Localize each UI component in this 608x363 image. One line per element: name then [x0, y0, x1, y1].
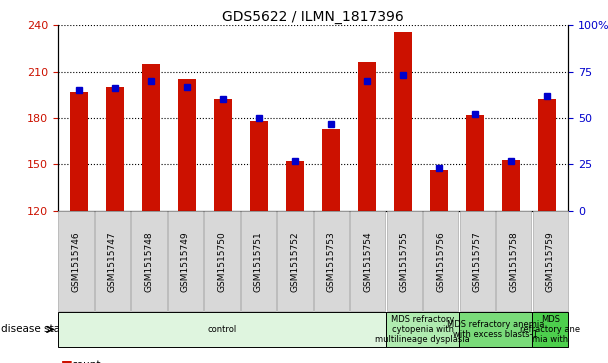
- Bar: [106, 87, 124, 211]
- Text: ■: ■: [61, 358, 72, 363]
- Text: GSM1515747: GSM1515747: [108, 231, 117, 292]
- Text: GSM1515757: GSM1515757: [473, 231, 482, 292]
- Bar: [142, 64, 161, 211]
- Text: GSM1515755: GSM1515755: [400, 231, 409, 292]
- Bar: [538, 99, 556, 211]
- Text: GSM1515750: GSM1515750: [218, 231, 226, 292]
- Bar: [71, 92, 88, 211]
- Text: GSM1515748: GSM1515748: [145, 231, 153, 292]
- Text: GSM1515753: GSM1515753: [327, 231, 336, 292]
- Text: MDS refractory
cytopenia with
multilineage dysplasia: MDS refractory cytopenia with multilinea…: [375, 314, 470, 344]
- Bar: [178, 79, 196, 211]
- Bar: [214, 99, 232, 211]
- Text: GSM1515759: GSM1515759: [546, 231, 554, 292]
- Bar: [358, 62, 376, 211]
- Text: GSM1515751: GSM1515751: [254, 231, 263, 292]
- Bar: [502, 160, 520, 211]
- Bar: [394, 32, 412, 211]
- Bar: [322, 129, 340, 211]
- Bar: [250, 121, 268, 211]
- Text: GSM1515752: GSM1515752: [291, 231, 299, 292]
- Bar: [286, 161, 304, 211]
- Text: GSM1515746: GSM1515746: [72, 231, 80, 292]
- Bar: [430, 170, 448, 211]
- Text: control: control: [207, 325, 237, 334]
- Title: GDS5622 / ILMN_1817396: GDS5622 / ILMN_1817396: [223, 11, 404, 24]
- Text: GSM1515754: GSM1515754: [364, 231, 372, 292]
- Bar: [466, 115, 484, 211]
- Text: GSM1515758: GSM1515758: [510, 231, 518, 292]
- Text: MDS refractory anemia
with excess blasts-1: MDS refractory anemia with excess blasts…: [447, 320, 544, 339]
- Text: MDS
refractory ane
mia with: MDS refractory ane mia with: [520, 314, 580, 344]
- Text: disease state: disease state: [1, 325, 70, 334]
- Text: GSM1515749: GSM1515749: [181, 231, 190, 292]
- Text: count: count: [72, 360, 102, 363]
- Text: GSM1515756: GSM1515756: [437, 231, 445, 292]
